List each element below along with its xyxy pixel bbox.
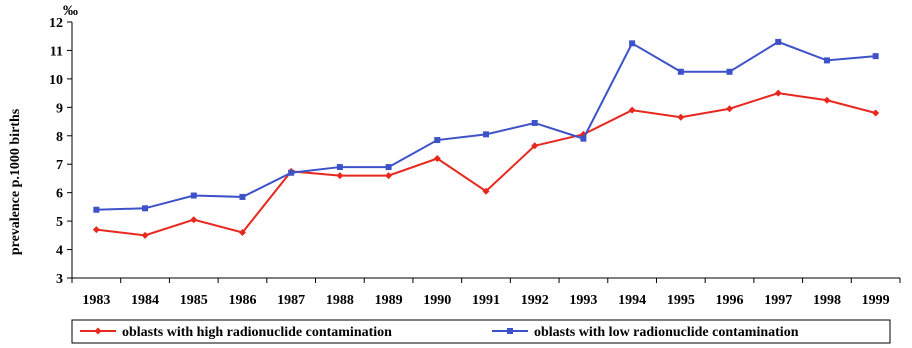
data-point bbox=[872, 109, 880, 117]
x-tick-label: 1990 bbox=[423, 293, 451, 308]
data-point bbox=[531, 119, 538, 126]
x-tick-label: 1993 bbox=[569, 293, 597, 308]
y-tick-label: 5 bbox=[56, 215, 63, 230]
legend-label-high: oblasts with high radionuclide contamina… bbox=[122, 325, 392, 340]
series-line bbox=[96, 92, 876, 237]
data-point bbox=[385, 172, 393, 180]
series-low bbox=[93, 38, 879, 213]
data-point bbox=[92, 226, 100, 234]
data-point bbox=[775, 38, 782, 45]
legend-box bbox=[71, 319, 891, 344]
legend-marker-high bbox=[94, 327, 102, 335]
x-tick-label: 1991 bbox=[472, 293, 500, 308]
data-point bbox=[677, 113, 685, 121]
y-tick-label: 12 bbox=[49, 16, 63, 31]
x-tick-label: 1994 bbox=[618, 293, 646, 308]
data-point bbox=[628, 106, 636, 114]
y-axis-label: prevalence p.1000 births bbox=[8, 108, 23, 255]
data-point bbox=[823, 57, 830, 64]
data-point bbox=[433, 155, 441, 163]
x-tick-label: 1986 bbox=[228, 293, 256, 308]
y-tick-label: 3 bbox=[56, 272, 63, 287]
data-point bbox=[823, 96, 831, 104]
y-tick-label: 6 bbox=[56, 187, 63, 202]
unit-label: ‰ bbox=[63, 3, 78, 19]
x-tick-labels: 1983 1984 1985 1986 1987 1988 1989 1990 1991 1992… bbox=[71, 278, 901, 308]
data-point bbox=[238, 228, 246, 236]
legend-marker-low bbox=[507, 328, 513, 334]
data-point bbox=[288, 169, 295, 176]
series-high bbox=[92, 89, 880, 239]
x-tick-label: 1997 bbox=[764, 293, 792, 308]
data-point bbox=[239, 193, 246, 200]
x-tick-label: 1995 bbox=[667, 293, 695, 308]
y-tick-labels: 3 4 5 6 7 8 9 10 11 12 bbox=[49, 16, 72, 287]
data-point bbox=[141, 231, 149, 239]
x-tick-label: 1984 bbox=[131, 293, 159, 308]
x-tick-label: 1985 bbox=[180, 293, 208, 308]
x-tick-label: 1998 bbox=[813, 293, 841, 308]
data-point bbox=[142, 205, 149, 212]
x-tick-label: 1988 bbox=[326, 293, 354, 308]
data-point bbox=[434, 137, 441, 144]
data-point bbox=[580, 135, 587, 142]
data-point bbox=[677, 68, 684, 75]
data-point bbox=[336, 172, 344, 180]
legend: oblasts with high radionuclide contamina… bbox=[71, 319, 891, 344]
data-point bbox=[726, 105, 734, 113]
x-tick-label: 1992 bbox=[521, 293, 549, 308]
x-tick-label: 1983 bbox=[82, 293, 110, 308]
data-point bbox=[336, 164, 343, 171]
data-point bbox=[190, 192, 197, 199]
x-tick-label: 1996 bbox=[716, 293, 744, 308]
y-tick-label: 7 bbox=[56, 158, 63, 173]
y-tick-label: 9 bbox=[56, 101, 63, 116]
series-layer bbox=[92, 38, 880, 239]
y-tick-label: 10 bbox=[49, 73, 63, 88]
x-tick-label: 1999 bbox=[862, 293, 890, 308]
x-tick-label: 1989 bbox=[375, 293, 403, 308]
data-point bbox=[872, 53, 879, 60]
data-point bbox=[531, 142, 539, 150]
y-tick-label: 8 bbox=[56, 130, 63, 145]
data-point bbox=[774, 89, 782, 97]
x-tick-label: 1987 bbox=[277, 293, 305, 308]
data-point bbox=[190, 216, 198, 224]
data-point bbox=[482, 187, 490, 195]
data-point bbox=[629, 40, 636, 47]
y-tick-label: 4 bbox=[56, 244, 63, 259]
y-tick-label: 11 bbox=[50, 44, 63, 59]
data-point bbox=[385, 164, 392, 171]
axes bbox=[71, 22, 900, 279]
data-point bbox=[726, 68, 733, 75]
data-point bbox=[93, 206, 100, 213]
data-point bbox=[483, 131, 489, 138]
legend-label-low: oblasts with low radionuclide contaminat… bbox=[534, 325, 799, 340]
series-line bbox=[96, 40, 876, 211]
